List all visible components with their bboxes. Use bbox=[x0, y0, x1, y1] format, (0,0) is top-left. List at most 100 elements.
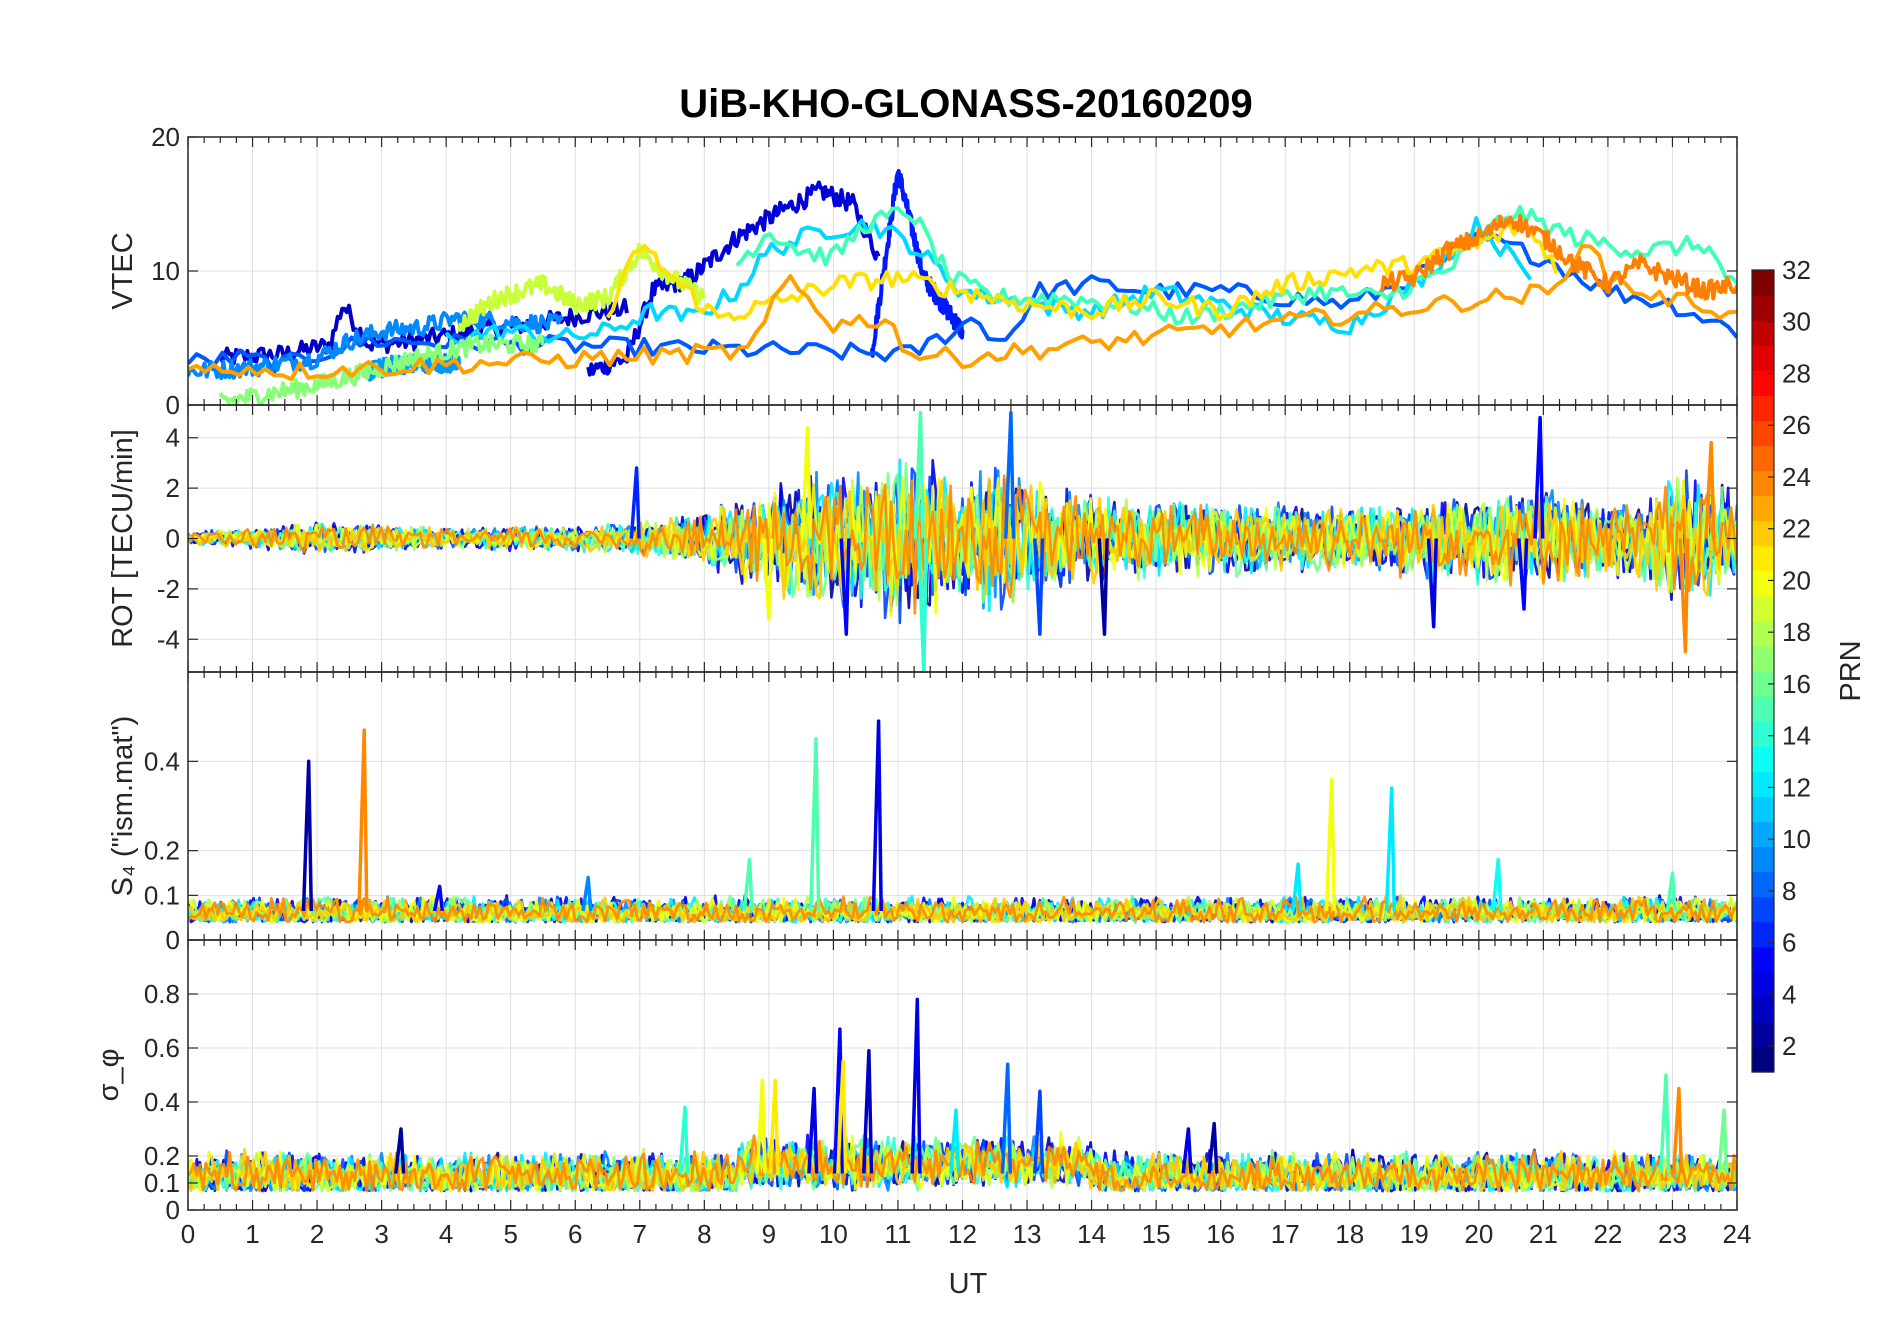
colorbar-tick-label: 4 bbox=[1782, 979, 1796, 1009]
colorbar-frame bbox=[1751, 269, 1775, 1073]
colorbar-tick-label: 12 bbox=[1782, 772, 1811, 802]
colorbar-swatch bbox=[1752, 921, 1774, 948]
colorbar-swatch bbox=[1752, 996, 1774, 1023]
series-prn-20 bbox=[188, 475, 1737, 618]
spike-prn-12 bbox=[1384, 786, 1397, 912]
spike-prn-16 bbox=[1717, 1108, 1729, 1174]
spike-prn-4 bbox=[910, 997, 922, 1174]
colorbar-swatch bbox=[1752, 796, 1774, 822]
series-prn-9 bbox=[188, 308, 564, 381]
colorbar-tick-label: 10 bbox=[1782, 824, 1811, 854]
y-axis-label-s4: S₄ ("ism.mat") bbox=[107, 716, 139, 897]
x-tick-label: 12 bbox=[948, 1219, 977, 1249]
x-tick-label: 6 bbox=[568, 1219, 582, 1249]
y-tick-label: 10 bbox=[151, 256, 180, 286]
x-tick-label: 7 bbox=[633, 1219, 647, 1249]
series-prn-20 bbox=[605, 221, 1559, 322]
colorbar-swatch bbox=[1752, 345, 1774, 371]
colorbar-swatch bbox=[1752, 671, 1774, 697]
spike-prn-15 bbox=[913, 410, 925, 539]
colorbar-swatch bbox=[1752, 270, 1774, 296]
y-axis-label-sigma_phi: σ_φ bbox=[93, 1049, 125, 1102]
spike-prn-8 bbox=[1003, 410, 1016, 539]
y-tick-label: -2 bbox=[157, 574, 180, 604]
colorbar-tick-label: 6 bbox=[1782, 928, 1796, 958]
spike-prn-4 bbox=[807, 1086, 819, 1174]
spike-prn-5 bbox=[839, 538, 851, 636]
spike-prn-5 bbox=[1517, 538, 1529, 611]
x-tick-label: 13 bbox=[1013, 1219, 1042, 1249]
colorbar-swatch bbox=[1752, 1046, 1774, 1073]
colorbar-tick-label: 16 bbox=[1782, 669, 1811, 699]
colorbar-swatch bbox=[1752, 771, 1774, 797]
colorbar-tick-label: 28 bbox=[1782, 358, 1811, 388]
x-tick-label: 24 bbox=[1723, 1219, 1752, 1249]
colorbar-swatch bbox=[1752, 320, 1774, 346]
spike-prn-2 bbox=[394, 1127, 406, 1174]
colorbar-tick-label: 14 bbox=[1782, 721, 1811, 751]
colorbar-swatch bbox=[1752, 395, 1774, 421]
series-prn-12 bbox=[444, 216, 1533, 346]
x-tick-label: 8 bbox=[697, 1219, 711, 1249]
colorbar-swatch bbox=[1752, 295, 1774, 321]
colorbar-tick-label: 2 bbox=[1782, 1031, 1796, 1061]
x-tick-label: 14 bbox=[1077, 1219, 1106, 1249]
colorbar-tick-label: 24 bbox=[1782, 462, 1811, 492]
y-tick-label: 20 bbox=[151, 122, 180, 152]
series-prn-22 bbox=[188, 243, 1737, 382]
y-tick-label: 0.4 bbox=[144, 1087, 180, 1117]
spike-prn-14 bbox=[916, 538, 929, 672]
colorbar-swatch bbox=[1752, 1021, 1774, 1048]
colorbar-swatch bbox=[1752, 645, 1774, 672]
spike-prn-15 bbox=[1659, 1073, 1671, 1174]
panel-rot: -4 -2 0 2 4 ROT [TECU/min] bbox=[107, 404, 1738, 673]
colorbar-swatch bbox=[1752, 946, 1774, 973]
series-prn-24 bbox=[188, 474, 1737, 615]
spike-prn-21 bbox=[768, 1078, 780, 1174]
spike-prn-24 bbox=[357, 728, 369, 912]
x-tick-label: 10 bbox=[819, 1219, 848, 1249]
spike-prn-12 bbox=[1291, 862, 1303, 912]
y-tick-label: 0.2 bbox=[144, 836, 180, 866]
spike-prn-5 bbox=[1533, 415, 1545, 539]
y-tick-label: 0 bbox=[166, 1195, 180, 1225]
x-tick-label: 21 bbox=[1529, 1219, 1558, 1249]
y-tick-label: 0.1 bbox=[144, 1168, 180, 1198]
colorbar-swatch bbox=[1752, 520, 1774, 547]
spike-prn-15 bbox=[1665, 871, 1677, 912]
x-tick-label: 9 bbox=[762, 1219, 776, 1249]
spike-prn-20 bbox=[755, 1078, 767, 1174]
x-tick-label: 15 bbox=[1142, 1219, 1171, 1249]
x-tick-label: 20 bbox=[1464, 1219, 1493, 1249]
y-tick-label: 0.8 bbox=[144, 979, 180, 1009]
ticks-vtec bbox=[187, 136, 1738, 406]
x-tick-label: 23 bbox=[1658, 1219, 1687, 1249]
colorbar-swatch bbox=[1752, 495, 1774, 522]
x-tick-label: 5 bbox=[503, 1219, 517, 1249]
x-axis-label: UT bbox=[949, 1268, 988, 1300]
spike-prn-24 bbox=[1704, 441, 1716, 539]
y-tick-label: 2 bbox=[166, 473, 180, 503]
y-tick-label: 0 bbox=[166, 925, 180, 955]
x-tick-label: 16 bbox=[1206, 1219, 1235, 1249]
colorbar-swatch bbox=[1752, 821, 1774, 848]
series-prn-3 bbox=[586, 180, 881, 377]
colorbar-swatch bbox=[1752, 595, 1774, 622]
panel-vtec: 0 10 20 VTEC bbox=[107, 122, 1738, 420]
y-tick-label: 4 bbox=[166, 423, 180, 453]
spike-prn-14 bbox=[678, 1105, 690, 1174]
data-rot bbox=[188, 410, 1737, 672]
colorbar-swatch bbox=[1752, 470, 1774, 497]
series-prn-24 bbox=[188, 1134, 1737, 1193]
x-tick-label: 2 bbox=[310, 1219, 324, 1249]
colorbar-swatch bbox=[1752, 620, 1774, 647]
figure-title: UiB-KHO-GLONASS-20160209 bbox=[679, 82, 1253, 126]
colorbar-tick-label: 30 bbox=[1782, 307, 1811, 337]
spike-prn-2 bbox=[1207, 1121, 1219, 1174]
spike-prn-9 bbox=[581, 875, 593, 912]
colorbar-tick-label: 18 bbox=[1782, 617, 1811, 647]
x-tick-label: 19 bbox=[1400, 1219, 1429, 1249]
x-tick-label: 17 bbox=[1271, 1219, 1300, 1249]
